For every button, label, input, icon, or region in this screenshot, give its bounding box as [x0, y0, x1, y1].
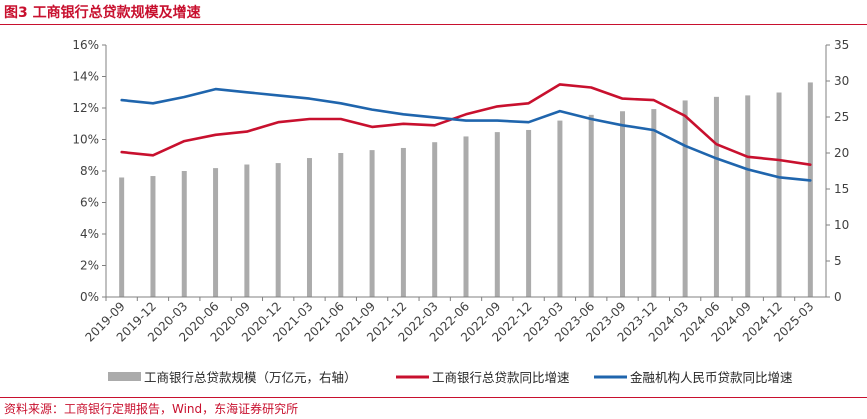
- icbc-growth-line: [120, 83, 812, 166]
- title-rule: [0, 24, 867, 25]
- financial-growth-line: [120, 87, 812, 182]
- bar: [557, 120, 563, 297]
- bar: [181, 171, 187, 297]
- figure-source: 资料来源：工商银行定期报告，Wind，东海证券研究所: [4, 402, 299, 416]
- left-tick-label: 0%: [80, 290, 99, 304]
- bar: [306, 158, 312, 297]
- bar: [620, 111, 626, 298]
- legend-label: 工商银行总贷款同比增速: [432, 370, 570, 385]
- bar: [494, 132, 500, 297]
- right-tick-label: 35: [834, 38, 849, 52]
- left-tick-label: 6%: [80, 196, 99, 210]
- left-tick-label: 10%: [72, 133, 99, 147]
- bar: [526, 129, 532, 297]
- right-tick-label: 0: [834, 290, 842, 304]
- bar: [776, 92, 782, 298]
- bar: [588, 114, 594, 297]
- bar: [682, 100, 688, 297]
- right-tick-label: 30: [834, 74, 849, 88]
- left-tick-label: 12%: [72, 101, 99, 115]
- line-series: [120, 83, 812, 182]
- bar: [651, 109, 657, 297]
- bar: [432, 142, 438, 297]
- bar: [463, 136, 469, 297]
- right-tick-label: 5: [834, 254, 842, 268]
- bar: [369, 150, 375, 297]
- bar: [807, 82, 813, 297]
- legend-label: 金融机构人民币贷款同比增速: [630, 370, 793, 385]
- bar: [713, 96, 719, 297]
- source-rule: [0, 397, 867, 398]
- right-tick-label: 15: [834, 182, 849, 196]
- figure-title: 图3 工商银行总贷款规模及增速: [4, 5, 201, 21]
- right-tick-label: 10: [834, 218, 849, 232]
- left-tick-label: 16%: [72, 38, 99, 52]
- axes: 0%2%4%6%8%10%12%14%16%051015202530352019…: [72, 38, 849, 345]
- bar: [400, 147, 406, 297]
- left-tick-label: 4%: [80, 227, 99, 241]
- bar: [244, 164, 250, 297]
- right-tick-label: 25: [834, 110, 849, 124]
- bar: [119, 177, 125, 297]
- bar: [338, 153, 344, 297]
- bar: [745, 95, 751, 298]
- legend-label: 工商银行总贷款规模（万亿元，右轴）: [144, 370, 357, 385]
- left-tick-label: 2%: [80, 259, 99, 273]
- bar: [213, 168, 219, 297]
- legend: 工商银行总贷款规模（万亿元，右轴） 工商银行总贷款同比增速 金融机构人民币贷款同比增…: [108, 370, 793, 385]
- legend-swatch-bar: [108, 372, 141, 381]
- bar: [275, 163, 281, 297]
- right-tick-label: 20: [834, 146, 849, 160]
- left-tick-label: 8%: [80, 164, 99, 178]
- bar-series: [119, 82, 813, 298]
- bar: [150, 176, 156, 297]
- left-tick-label: 14%: [72, 70, 99, 84]
